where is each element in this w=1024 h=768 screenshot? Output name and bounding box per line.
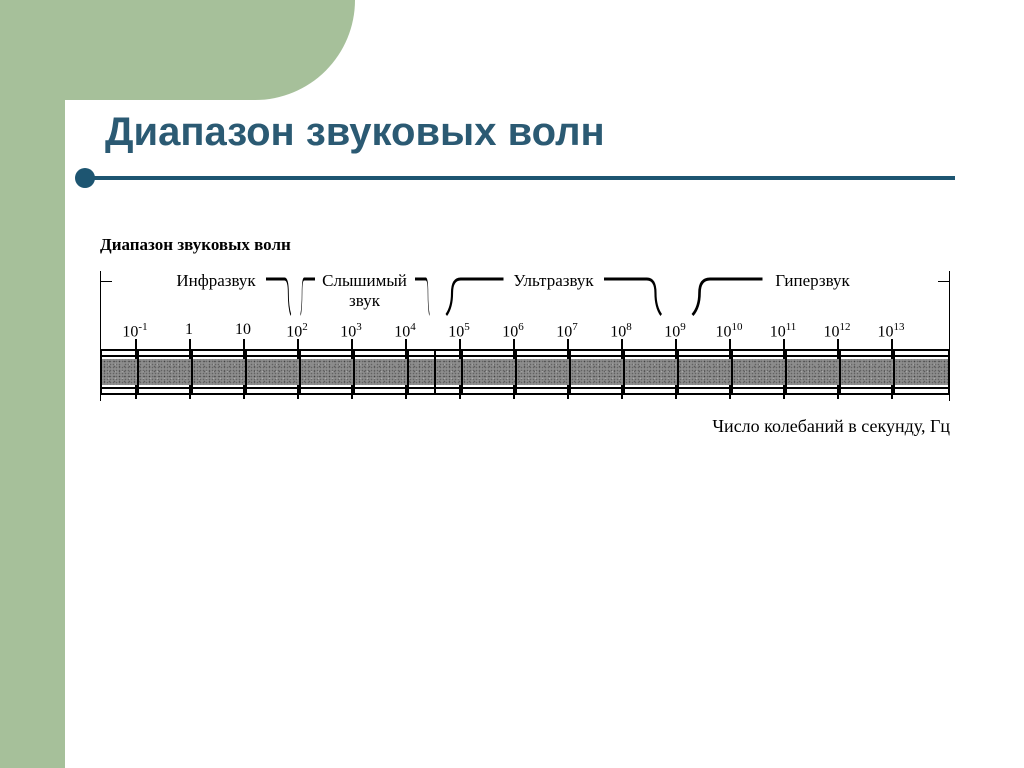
band-tick-sep — [731, 351, 733, 393]
brace-right — [604, 271, 676, 321]
brace-right — [415, 271, 433, 321]
brace-left — [432, 271, 504, 321]
tick-label: 1 — [185, 321, 193, 339]
band-texture — [102, 359, 948, 385]
axis-caption: Число колебаний в секунду, Гц — [712, 416, 950, 437]
diagram-container: Диапазон звуковых волн Инфразвук Слышимый… — [100, 235, 950, 471]
corner-shape — [0, 0, 355, 100]
band-tick-sep — [299, 351, 301, 393]
band-tick-sep — [515, 351, 517, 393]
slide: Диапазон звуковых волн Диапазон звуковых… — [0, 0, 1024, 768]
brace-right — [266, 271, 297, 321]
range-label: Слышимыйзвук — [322, 271, 407, 311]
band-tick-sep — [623, 351, 625, 393]
band-tick-sep — [191, 351, 193, 393]
range-label: Ультразвук — [513, 271, 593, 291]
range-label: Инфразвук — [176, 271, 255, 291]
band-tick-sep — [839, 351, 841, 393]
band-tick-sep — [893, 351, 895, 393]
band-tick-sep — [137, 351, 139, 393]
band-tick-sep — [785, 351, 787, 393]
diagram-area: Инфразвук Слышимыйзвук Ультразвук Гиперзвук… — [100, 271, 950, 471]
band-tick-sep — [677, 351, 679, 393]
page-title: Диапазон звуковых волн — [105, 110, 605, 155]
range-label: Гиперзвук — [775, 271, 850, 291]
tick-label: 10 — [235, 321, 251, 339]
frequency-band — [100, 349, 950, 395]
diagram-title: Диапазон звуковых волн — [100, 235, 950, 255]
band-tick-sep — [461, 351, 463, 393]
tick-row: 10-1110102103104105106107108109101010111… — [100, 321, 950, 349]
band-tick-sep — [569, 351, 571, 393]
band-tick-sep — [245, 351, 247, 393]
band-separator — [434, 351, 436, 393]
band-tick-sep — [353, 351, 355, 393]
range-labels-row: Инфразвук Слышимыйзвук Ультразвук Гиперзвук — [100, 271, 950, 321]
side-band — [0, 0, 65, 768]
brace-left — [675, 271, 763, 321]
band-tick-sep — [407, 351, 409, 393]
underline-bar — [85, 176, 955, 180]
band-inner-top — [102, 355, 948, 357]
band-inner-bot — [102, 387, 948, 389]
title-underline — [75, 168, 955, 188]
brace-left — [297, 271, 315, 321]
